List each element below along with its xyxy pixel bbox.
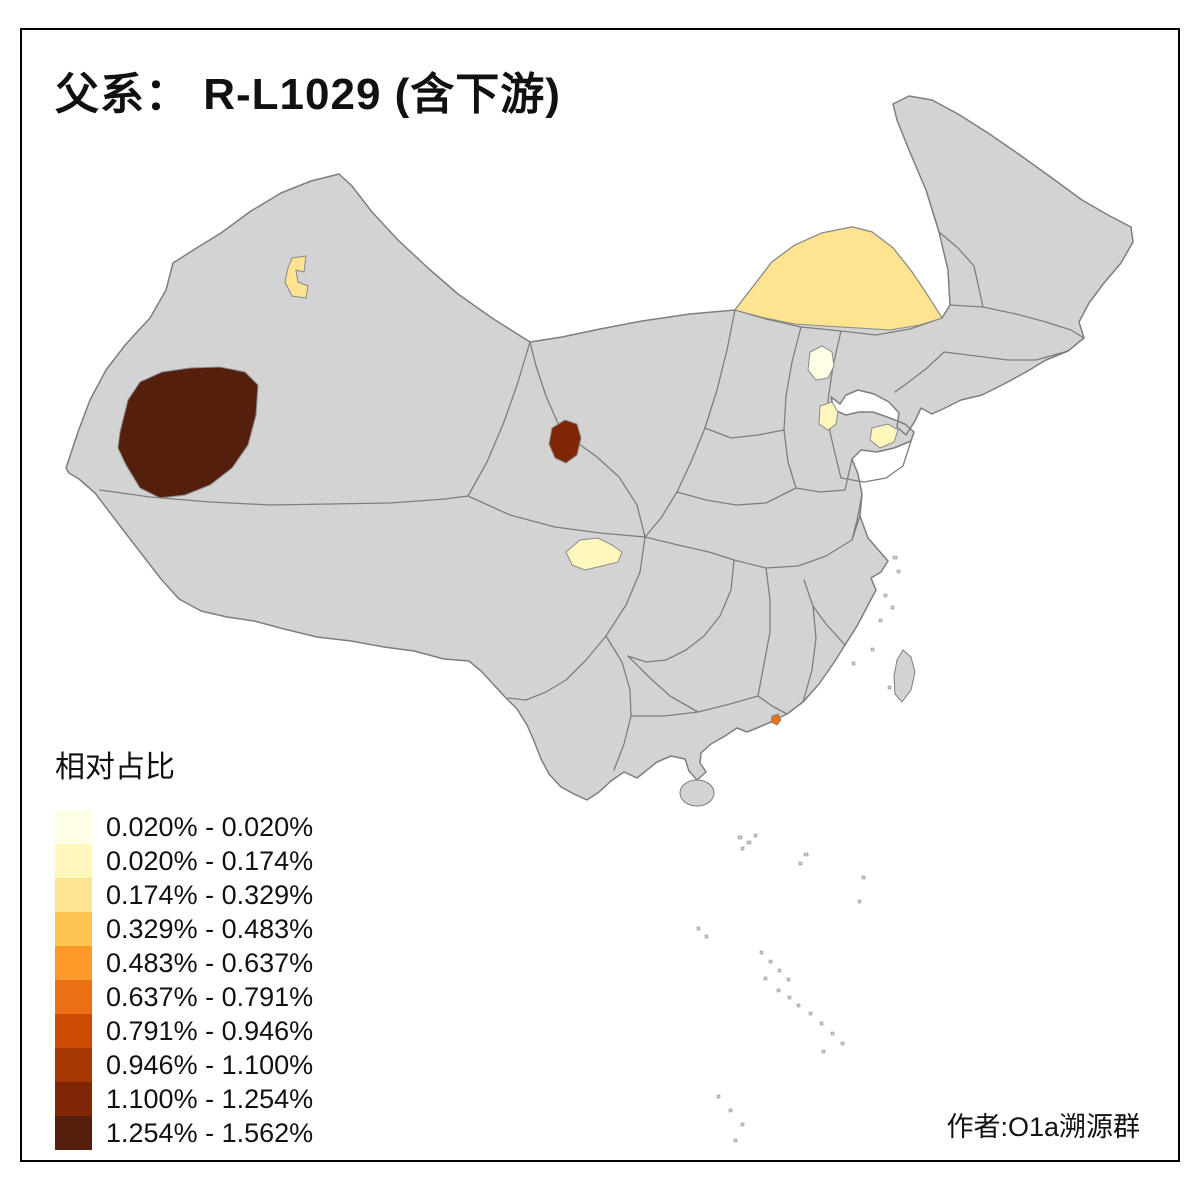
legend-swatch [55,1048,92,1082]
hainan-island [679,779,715,807]
legend-row: 0.329% - 0.483% [55,912,313,946]
legend-row: 0.946% - 1.100% [55,1048,313,1082]
legend-swatch [55,980,92,1014]
legend-row: 0.483% - 0.637% [55,946,313,980]
legend-label: 0.020% - 0.174% [106,845,314,876]
legend-swatch [55,810,92,844]
legend-label: 0.946% - 1.100% [106,1049,314,1080]
legend-row: 0.020% - 0.174% [55,844,313,878]
legend-label: 1.100% - 1.254% [106,1083,314,1114]
region-guangdong-dot [770,713,782,726]
legend-label: 0.329% - 0.483% [106,913,314,944]
legend: 相对占比 0.020% - 0.020% 0.020% - 0.174% 0.1… [55,742,313,1150]
legend-row: 1.100% - 1.254% [55,1082,313,1116]
legend-label: 0.020% - 0.020% [106,811,314,842]
figure-title: 父系： R-L1029 (含下游) [55,70,561,119]
region-beijing [807,345,835,381]
legend-row: 0.637% - 0.791% [55,980,313,1014]
region-shandong-peninsula-tip [869,423,899,449]
taiwan-island [893,649,916,703]
legend-swatch [55,878,92,912]
legend-title: 相对占比 [55,751,175,784]
region-inner-mongolia-west [734,226,943,331]
legend-label: 1.254% - 1.562% [106,1117,314,1148]
legend-swatch [55,1082,92,1116]
legend-row: 1.254% - 1.562% [55,1116,313,1150]
islands [679,555,916,1143]
region-qinghai-gansu-small [548,419,582,464]
legend-label: 0.637% - 0.791% [106,981,314,1012]
legend-row: 0.791% - 0.946% [55,1014,313,1048]
highlighted-regions [117,226,943,726]
legend-swatch [55,1116,92,1150]
legend-label: 0.791% - 0.946% [106,1015,314,1046]
legend-label: 0.483% - 0.637% [106,947,314,978]
legend-swatch [55,1014,92,1048]
region-sichuan-central [565,537,623,571]
legend-swatch [55,946,92,980]
region-northern-xinjiang-small [284,255,309,299]
region-southern-xinjiang [117,366,259,499]
legend-swatch [55,912,92,946]
attribution: 作者:O1a溯源群 [946,1112,1140,1142]
legend-row: 0.020% - 0.020% [55,810,313,844]
legend-swatch [55,844,92,878]
legend-label: 0.174% - 0.329% [106,879,314,910]
small-islands [696,555,901,1143]
legend-row: 0.174% - 0.329% [55,878,313,912]
region-tianjin-coastal [818,401,839,431]
